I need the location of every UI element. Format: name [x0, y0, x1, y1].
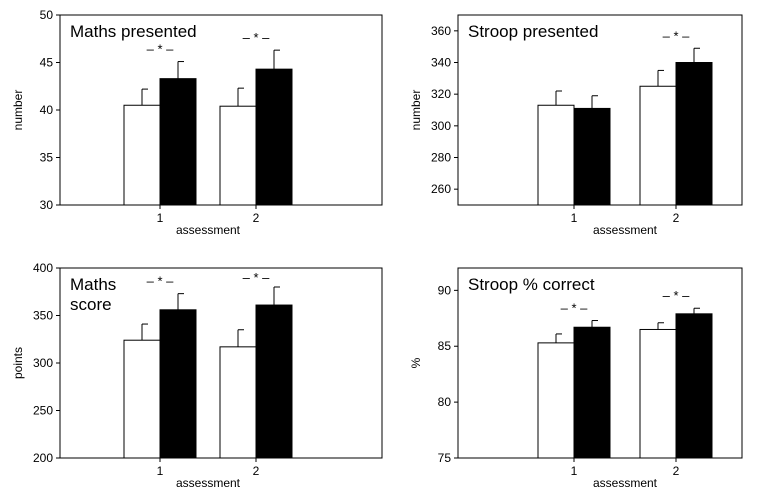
y-tick-label: 40: [40, 103, 54, 117]
bar-series-2-cat-1: [159, 309, 197, 459]
significance-marker: – * –: [663, 28, 691, 43]
bar-series-1-cat-1: [537, 104, 575, 206]
y-axis-title: number: [11, 90, 25, 131]
bar-series-2-cat-2: [255, 304, 293, 459]
x-axis-title: assessment: [176, 476, 241, 490]
panel-title: Stroop presented: [468, 22, 598, 41]
significance-marker: – * –: [147, 42, 175, 57]
panel-title: Stroop % correct: [468, 275, 595, 294]
y-tick-label: 90: [438, 283, 452, 297]
bar-series-1-cat-1: [537, 342, 575, 459]
y-tick-label: 250: [33, 404, 53, 418]
x-tick-label: 1: [571, 464, 578, 478]
y-tick-label: 300: [33, 356, 53, 370]
y-axis-title: points: [11, 347, 25, 379]
chart-panel-4: 75 80 85 90% 1 2 assessment – * – – * – Stroop % …: [409, 267, 743, 490]
y-tick-label: 30: [40, 198, 54, 212]
y-tick-label: 45: [40, 56, 54, 70]
y-tick-label: 85: [438, 339, 452, 353]
bar-series-1-cat-1: [123, 104, 161, 206]
y-tick-label: 280: [431, 151, 451, 165]
significance-marker: – * –: [243, 30, 271, 45]
bar-series-2-cat-1: [573, 326, 611, 459]
panel-title: Maths presented: [70, 22, 197, 41]
bar-series-1-cat-1: [123, 339, 161, 459]
bar-series-2-cat-2: [255, 68, 293, 206]
chart-panel-2: 260 280 300 320 340 360 number 1 2 assessment – * …: [409, 14, 743, 237]
panel-title: Maths: [70, 275, 116, 294]
y-tick-label: 360: [431, 24, 451, 38]
y-tick-label: 35: [40, 151, 54, 165]
y-axis-title: number: [409, 90, 423, 131]
y-axis-title: %: [409, 357, 423, 368]
bar-series-1-cat-2: [219, 105, 257, 206]
y-tick-label: 75: [438, 451, 452, 465]
y-tick-label: 400: [33, 261, 53, 275]
x-axis-title: assessment: [593, 223, 658, 237]
y-tick-label: 50: [40, 8, 54, 22]
y-tick-label: 350: [33, 309, 53, 323]
significance-marker: – * –: [147, 274, 175, 289]
x-axis-title: assessment: [593, 476, 658, 490]
y-tick-label: 300: [431, 119, 451, 133]
x-tick-label: 2: [673, 211, 680, 225]
x-tick-label: 1: [571, 211, 578, 225]
y-tick-label: 260: [431, 182, 451, 196]
y-tick-label: 320: [431, 87, 451, 101]
chart-panel-3: 200 250 300 350 400 points 1 2 assessment – * – – …: [11, 261, 383, 490]
y-tick-label: 340: [431, 56, 451, 70]
y-tick-label: 200: [33, 451, 53, 465]
bar-series-1-cat-2: [219, 346, 257, 459]
panel-title: score: [70, 295, 112, 314]
bar-series-2-cat-2: [675, 62, 713, 206]
significance-marker: – * –: [561, 301, 589, 316]
x-axis-title: assessment: [176, 223, 241, 237]
bar-series-2-cat-2: [675, 313, 713, 459]
x-tick-label: 2: [253, 464, 260, 478]
significance-marker: – * –: [243, 270, 271, 285]
x-tick-label: 2: [673, 464, 680, 478]
bar-series-2-cat-1: [159, 78, 197, 206]
x-tick-label: 1: [157, 464, 164, 478]
x-tick-label: 2: [253, 211, 260, 225]
y-tick-label: 80: [438, 395, 452, 409]
significance-marker: – * –: [663, 288, 691, 303]
bar-series-1-cat-2: [639, 328, 677, 459]
x-tick-label: 1: [157, 211, 164, 225]
bar-series-1-cat-2: [639, 85, 677, 206]
bar-series-2-cat-1: [573, 107, 611, 206]
